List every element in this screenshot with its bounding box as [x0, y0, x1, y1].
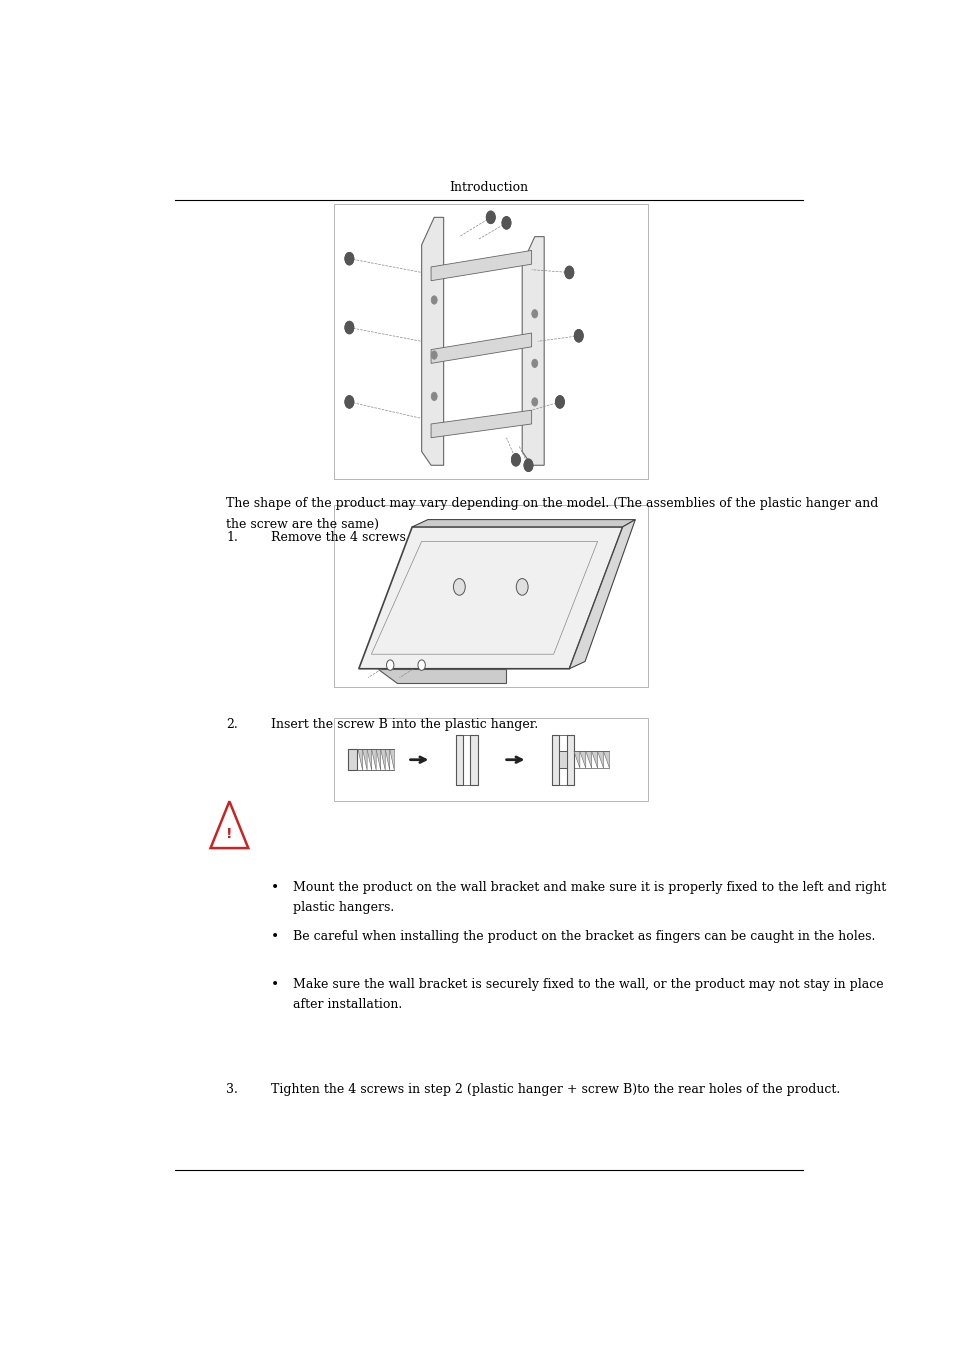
Text: 3.: 3. — [226, 1083, 238, 1096]
Text: •: • — [271, 882, 279, 895]
Text: the screw are the same): the screw are the same) — [226, 517, 379, 531]
Circle shape — [531, 309, 537, 319]
Circle shape — [531, 398, 537, 406]
Bar — [470, 734, 477, 784]
Text: Be careful when installing the product on the bracket as fingers can be caught i: Be careful when installing the product o… — [293, 930, 875, 944]
Circle shape — [511, 454, 519, 466]
Polygon shape — [211, 802, 248, 848]
Polygon shape — [585, 752, 591, 768]
Polygon shape — [579, 752, 585, 768]
Circle shape — [431, 296, 436, 304]
Circle shape — [574, 329, 582, 342]
Text: Tighten the 4 screws in step 2 (plastic hanger + screw B)to the rear holes of th: Tighten the 4 screws in step 2 (plastic … — [271, 1083, 840, 1096]
Circle shape — [486, 211, 495, 224]
Polygon shape — [412, 520, 635, 526]
Bar — [334, 718, 647, 802]
Circle shape — [501, 216, 511, 230]
Bar — [566, 734, 574, 784]
Circle shape — [531, 359, 537, 367]
Polygon shape — [431, 410, 531, 437]
Bar — [334, 505, 647, 687]
Polygon shape — [574, 752, 579, 768]
Text: Insert the screw B into the plastic hanger.: Insert the screw B into the plastic hang… — [271, 718, 537, 732]
Polygon shape — [431, 250, 531, 281]
Bar — [334, 204, 647, 479]
Polygon shape — [357, 749, 362, 770]
Polygon shape — [375, 749, 380, 770]
Polygon shape — [367, 749, 372, 770]
Text: Introduction: Introduction — [449, 181, 528, 194]
Polygon shape — [358, 526, 622, 668]
Polygon shape — [521, 236, 543, 466]
Polygon shape — [591, 752, 597, 768]
Text: •: • — [271, 977, 279, 992]
Polygon shape — [362, 749, 367, 770]
Polygon shape — [380, 749, 385, 770]
Polygon shape — [390, 749, 394, 770]
Bar — [348, 749, 357, 770]
Polygon shape — [421, 217, 443, 466]
Circle shape — [516, 579, 528, 595]
Text: •: • — [271, 930, 279, 944]
Polygon shape — [377, 668, 506, 683]
Circle shape — [555, 396, 564, 408]
Text: The shape of the product may vary depending on the model. (The assemblies of the: The shape of the product may vary depend… — [226, 497, 878, 510]
Polygon shape — [431, 333, 531, 363]
Circle shape — [431, 351, 436, 359]
Bar — [551, 734, 558, 784]
Text: after installation.: after installation. — [293, 998, 402, 1011]
Circle shape — [453, 579, 465, 595]
Circle shape — [386, 660, 394, 671]
Bar — [558, 752, 566, 768]
Circle shape — [417, 660, 425, 671]
Text: Make sure the wall bracket is securely fixed to the wall, or the product may not: Make sure the wall bracket is securely f… — [293, 977, 882, 991]
Circle shape — [345, 321, 354, 333]
Text: !: ! — [226, 828, 233, 841]
Polygon shape — [569, 520, 635, 668]
Circle shape — [431, 393, 436, 401]
Text: Remove the 4 screws on the back of the product.: Remove the 4 screws on the back of the p… — [271, 531, 581, 544]
Text: Mount the product on the wall bracket and make sure it is properly fixed to the : Mount the product on the wall bracket an… — [293, 882, 885, 894]
Circle shape — [523, 459, 533, 471]
Circle shape — [345, 396, 354, 408]
Polygon shape — [597, 752, 603, 768]
Polygon shape — [385, 749, 390, 770]
Text: 2.: 2. — [226, 718, 238, 732]
Circle shape — [345, 252, 354, 265]
Polygon shape — [603, 752, 609, 768]
Polygon shape — [372, 749, 375, 770]
Text: 1.: 1. — [226, 531, 238, 544]
Bar — [456, 734, 462, 784]
Circle shape — [564, 266, 573, 278]
Text: plastic hangers.: plastic hangers. — [293, 900, 394, 914]
